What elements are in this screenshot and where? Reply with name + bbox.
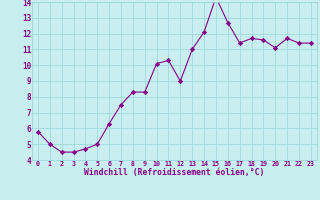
X-axis label: Windchill (Refroidissement éolien,°C): Windchill (Refroidissement éolien,°C) xyxy=(84,168,265,177)
